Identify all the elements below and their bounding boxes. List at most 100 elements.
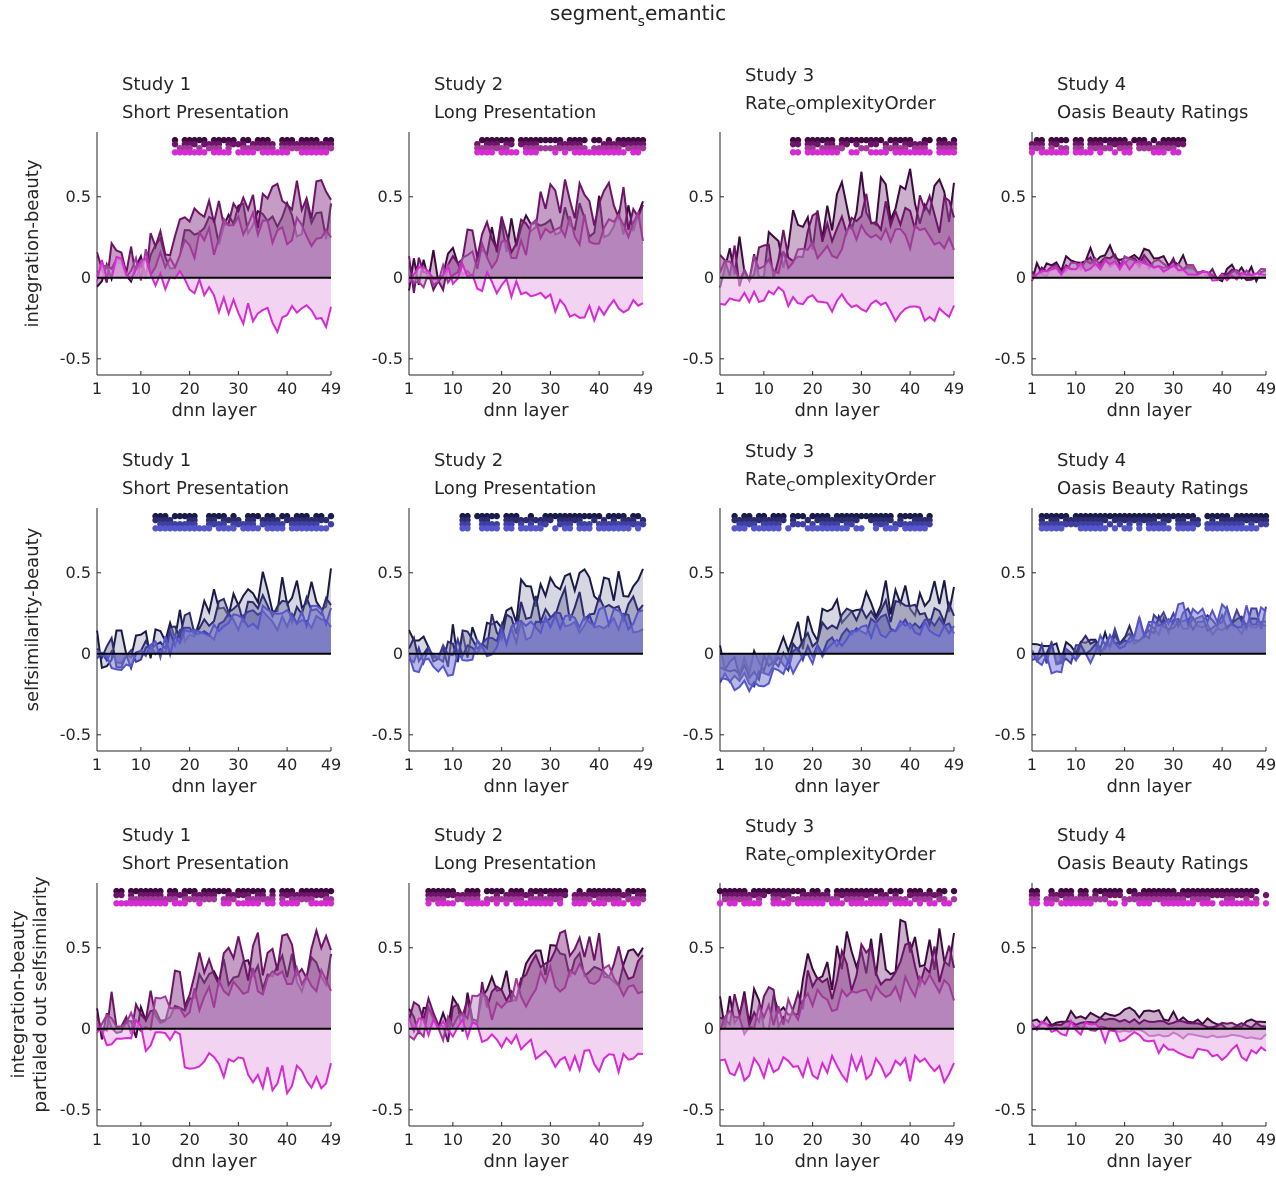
significance-dot [517, 141, 525, 148]
significance-dot [1053, 896, 1060, 903]
x-tick-label: 1 [1027, 755, 1037, 774]
significance-dot [591, 516, 598, 524]
significance-dot [721, 896, 729, 903]
significance-dot [1106, 891, 1114, 899]
significance-dot [547, 516, 554, 524]
significance-dot [863, 891, 870, 899]
significance-dot [630, 149, 637, 156]
significance-dot [897, 900, 904, 907]
significance-dot [581, 136, 588, 144]
significance-dot [1184, 525, 1192, 532]
significance-dot [1082, 149, 1089, 156]
significance-dot [887, 887, 894, 895]
significance-dot [760, 525, 768, 532]
significance-dot [1155, 512, 1163, 520]
significance-dot [288, 900, 296, 907]
panel-title-study: Study 2 [434, 825, 503, 846]
significance-dot [1228, 525, 1236, 532]
significance-dot [809, 900, 816, 907]
significance-dot [176, 525, 184, 532]
significance-dot [615, 525, 622, 532]
significance-dot [235, 900, 242, 907]
significance-dot [522, 891, 530, 899]
significance-dot [225, 149, 232, 156]
significance-dot [789, 149, 797, 156]
y-tick-label: 0 [81, 268, 91, 287]
significance-dot [508, 525, 515, 532]
significance-dot [785, 900, 792, 907]
significance-dot [235, 149, 242, 156]
significance-dot [824, 149, 831, 156]
x-tick-label: 40 [277, 755, 297, 774]
significance-dot [843, 525, 850, 532]
series-area [720, 974, 954, 1035]
significance-dot [1209, 900, 1216, 907]
significance-dot [882, 525, 889, 532]
significance-dot [794, 141, 802, 148]
significance-dot [308, 900, 315, 907]
significance-dot [799, 521, 807, 528]
significance-dot [926, 149, 933, 156]
x-tick-label: 30 [851, 755, 871, 774]
significance-dot [264, 900, 271, 907]
significance-dot [1189, 525, 1197, 532]
panel: 0.5 0 -0.51 10 20 30 40 49 dnn layer Study 1 Short… [60, 74, 341, 421]
x-tick-label: 20 [802, 379, 822, 398]
significance-dot [581, 900, 588, 907]
panel-title-name: Long Presentation [434, 478, 596, 499]
significance-dot [186, 149, 193, 156]
significance-dot [318, 891, 325, 899]
significance-dot [1062, 136, 1070, 144]
significance-dot [916, 900, 924, 907]
significance-dot [945, 900, 953, 907]
significance-dot [610, 525, 617, 532]
panel: 0.5 0 -0.51 10 20 30 40 49 dnn layer Study 3 RateC… [683, 65, 964, 421]
significance-dot [235, 891, 242, 899]
significance-dot [610, 149, 617, 156]
panel-title-study: Study 4 [1057, 74, 1126, 95]
x-tick-label: 1 [92, 755, 102, 774]
y-tick-label: 0.5 [66, 187, 91, 206]
significance-dot [196, 136, 203, 144]
significance-dot [283, 149, 291, 156]
significance-dot [887, 136, 894, 144]
significance-dot [513, 516, 520, 524]
significance-dot [1140, 145, 1148, 152]
series-line [719, 972, 955, 1037]
y-tick-label: -0.5 [683, 725, 714, 744]
significance-dot [283, 891, 291, 899]
x-tick-label: 49 [633, 1130, 653, 1149]
x-tick-label: 40 [900, 1130, 920, 1149]
significance-dot [205, 896, 213, 903]
significance-dot [620, 525, 627, 532]
significance-dot [1087, 149, 1094, 156]
significance-dot [1106, 900, 1114, 907]
significance-dot [215, 149, 223, 156]
x-tick-label: 49 [1256, 1130, 1276, 1149]
significance-dot [1053, 141, 1060, 148]
significance-dot [1218, 525, 1226, 532]
significance-dot [556, 145, 564, 152]
significance-dot [532, 516, 539, 524]
significance-dot [1121, 900, 1128, 907]
x-tick-label: 10 [131, 755, 151, 774]
row-ylabel: partialed out selfsimilarity [30, 876, 51, 1113]
significance-dot [906, 525, 914, 532]
significance-dot [137, 900, 145, 907]
significance-dot [298, 149, 305, 156]
significance-dot [916, 149, 924, 156]
series-line [719, 619, 955, 694]
significance-dot [327, 521, 335, 528]
significance-dot [327, 887, 335, 895]
x-tick-label: 30 [1163, 379, 1183, 398]
significance-dot [1067, 521, 1075, 528]
x-axis-label: dnn layer [171, 776, 257, 797]
x-tick-label: 40 [277, 379, 297, 398]
series-line [96, 568, 332, 670]
significance-dot [620, 891, 627, 899]
significance-dot [1179, 525, 1187, 532]
significance-dot [220, 900, 227, 907]
significance-dot [576, 149, 583, 156]
significance-dot [1136, 145, 1143, 152]
significance-dot [152, 525, 159, 532]
